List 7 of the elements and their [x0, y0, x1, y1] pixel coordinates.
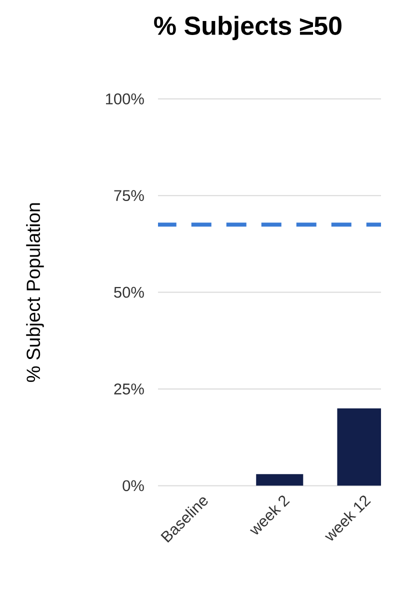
y-tick-label: 0%	[122, 480, 144, 492]
y-axis-title: % Subject Population	[26, 203, 44, 382]
chart-title: % Subjects ≥50	[154, 16, 342, 40]
y-tick-label: 75%	[114, 190, 144, 202]
y-tick-label: 100%	[106, 93, 144, 104]
y-tick-label: 25%	[114, 384, 144, 394]
y-tick-label: 50%	[114, 286, 144, 298]
